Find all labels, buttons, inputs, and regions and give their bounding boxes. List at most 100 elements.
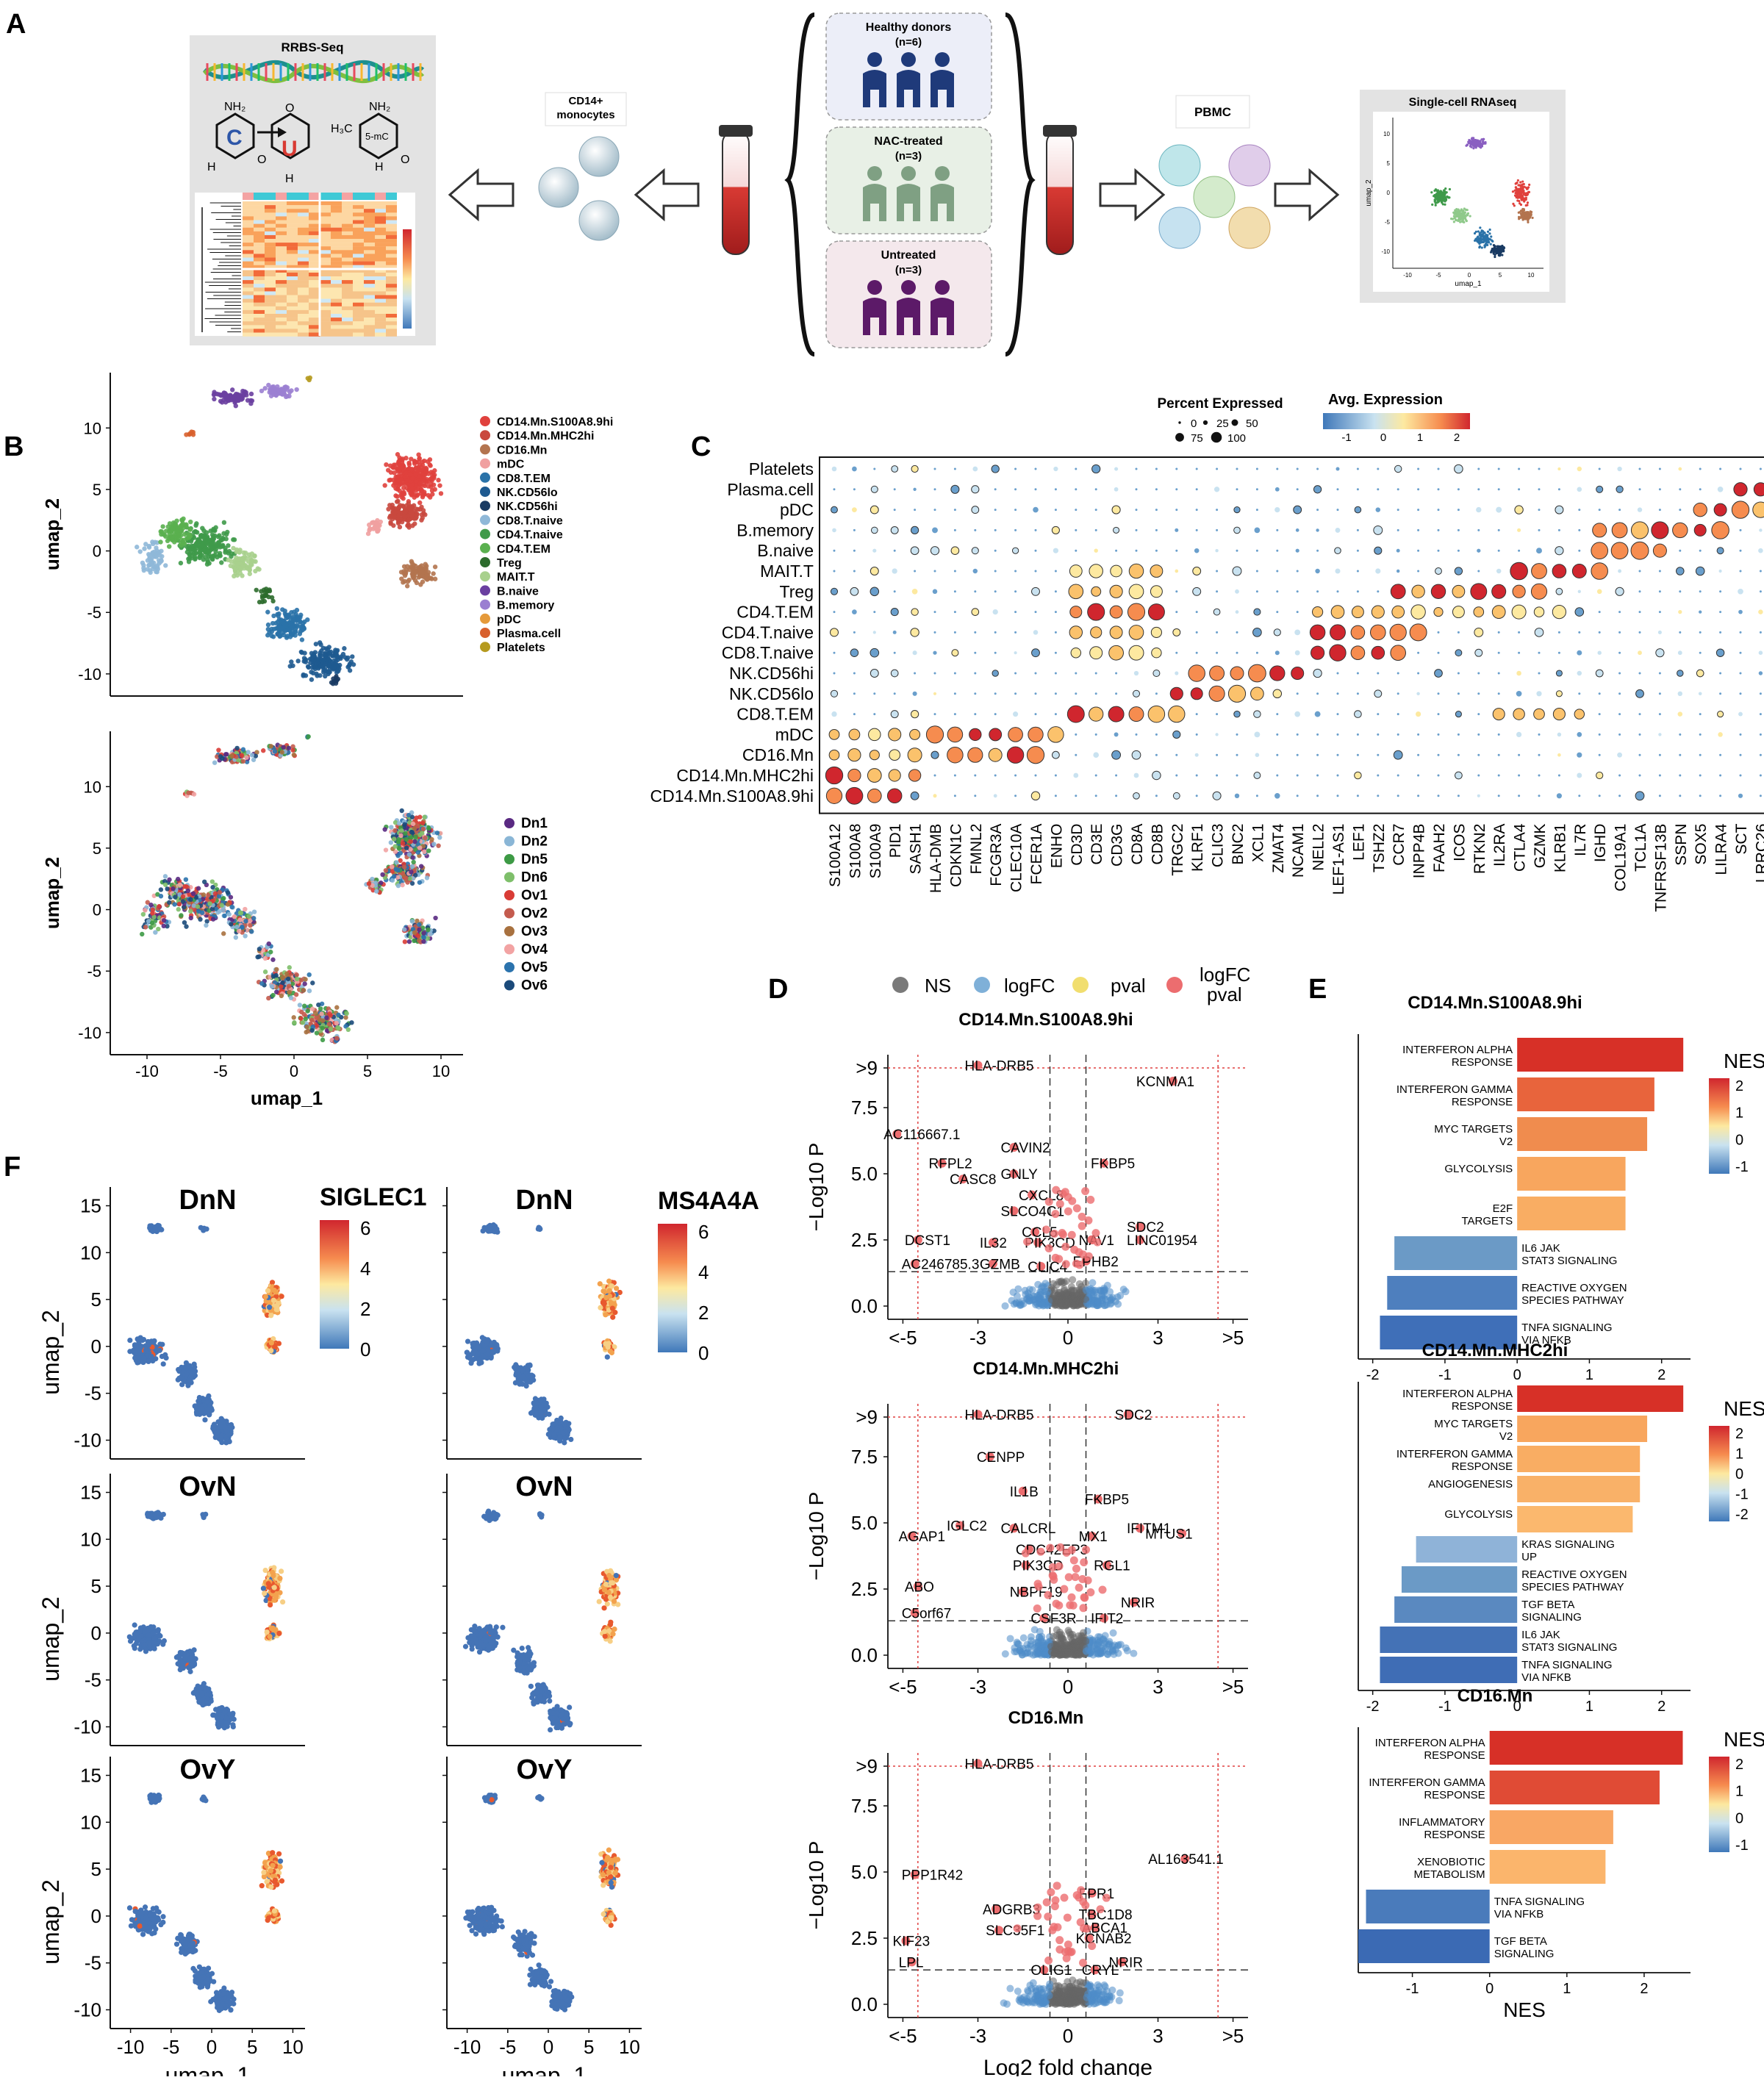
dotplot-dot bbox=[1216, 570, 1218, 573]
dotplot-dot bbox=[1760, 468, 1762, 470]
heatmap-cell bbox=[287, 212, 298, 216]
pbmc-cell-icon bbox=[1159, 145, 1200, 186]
heatmap-cell bbox=[265, 333, 276, 337]
dotplot-dot bbox=[1150, 565, 1163, 578]
umap-point bbox=[207, 901, 212, 905]
dotplot-dot bbox=[1477, 468, 1480, 470]
dotplot-dot bbox=[994, 550, 997, 552]
dotplot-dot bbox=[1714, 503, 1727, 516]
celltype-legend-label: CD4.T.naive bbox=[497, 529, 563, 542]
heatmap-cell bbox=[298, 303, 309, 306]
dotplot-dot bbox=[1417, 509, 1419, 511]
umap-point bbox=[402, 927, 406, 931]
heatmap-cell bbox=[320, 224, 331, 228]
heatmap-cell bbox=[342, 216, 353, 220]
heatmap-cell bbox=[287, 250, 298, 254]
umap-point bbox=[188, 520, 193, 524]
heatmap-cell bbox=[276, 318, 287, 321]
heatmap-cell bbox=[265, 291, 276, 295]
mini-umap-point bbox=[1463, 217, 1466, 219]
mini-umap-point bbox=[1465, 218, 1467, 220]
umap-point bbox=[417, 928, 421, 932]
dotplot-dot bbox=[894, 550, 896, 552]
umap-point bbox=[403, 939, 407, 944]
umap-point bbox=[141, 563, 146, 567]
umap-point bbox=[384, 847, 388, 852]
heatmap-cell bbox=[353, 284, 364, 287]
umap-point bbox=[294, 992, 298, 997]
mini-umap-point bbox=[1518, 200, 1520, 202]
heatmap-cell bbox=[353, 299, 364, 303]
dotplot-dot bbox=[1477, 529, 1480, 531]
dotplot-dot bbox=[934, 488, 936, 490]
umap-point bbox=[246, 914, 251, 919]
umap-point bbox=[420, 821, 425, 825]
heatmap-annotation-cell bbox=[331, 193, 342, 200]
umap-point bbox=[390, 864, 394, 869]
heatmap-cell bbox=[342, 291, 353, 295]
dotplot-dot bbox=[1155, 509, 1158, 511]
umap-point bbox=[404, 875, 408, 880]
heatmap-cell bbox=[287, 287, 298, 291]
heatmap-cell bbox=[342, 209, 353, 212]
heatmap-cell bbox=[386, 280, 397, 284]
umap-point bbox=[436, 478, 440, 482]
dotplot-dot bbox=[1136, 509, 1138, 511]
mini-umap-point bbox=[1494, 256, 1496, 258]
heatmap-cell bbox=[342, 246, 353, 250]
umap-point bbox=[218, 399, 223, 404]
heatmap-cell bbox=[386, 318, 397, 321]
mini-umap-point bbox=[1491, 240, 1493, 242]
person-head bbox=[901, 280, 916, 295]
dotplot-dot bbox=[1374, 547, 1382, 554]
heatmap-cell bbox=[276, 212, 287, 216]
heatmap-cell bbox=[276, 250, 287, 254]
umap-point bbox=[424, 567, 429, 571]
heatmap-cell bbox=[309, 287, 320, 291]
heatmap-cell bbox=[375, 262, 386, 265]
heatmap-cell bbox=[298, 333, 309, 337]
heatmap-cell bbox=[375, 321, 386, 325]
panel-label-b: B bbox=[4, 431, 24, 462]
umap-point bbox=[238, 917, 243, 922]
umap-point bbox=[161, 532, 165, 537]
donor-legend-dot bbox=[504, 908, 514, 919]
dotplot-dot bbox=[1639, 488, 1641, 490]
umap-point bbox=[395, 853, 400, 858]
umap-point bbox=[232, 914, 237, 919]
mini-umap-point bbox=[1499, 254, 1501, 257]
mini-umap-point bbox=[1444, 187, 1446, 190]
dotplot-dot bbox=[1069, 565, 1082, 578]
heatmap-cell bbox=[364, 201, 375, 205]
dotplot-dot bbox=[1653, 544, 1666, 557]
person-head bbox=[935, 280, 950, 295]
dotplot-dot bbox=[1032, 587, 1040, 595]
mini-umap-point bbox=[1527, 191, 1530, 193]
heatmap-cell bbox=[309, 228, 320, 232]
mini-umap-point bbox=[1519, 181, 1521, 183]
dotplot-dot bbox=[1214, 487, 1219, 492]
dotplot-dot bbox=[1014, 590, 1017, 592]
umap-point bbox=[233, 567, 237, 572]
dotplot-dot bbox=[1438, 488, 1440, 490]
mini-umap-point bbox=[1497, 250, 1499, 252]
dotplot-dot bbox=[954, 590, 956, 592]
heatmap-cell bbox=[243, 306, 254, 310]
umap-point bbox=[266, 996, 270, 1000]
umap-point bbox=[424, 469, 429, 473]
dotplot-dot bbox=[1438, 509, 1440, 511]
heatmap-cell bbox=[265, 209, 276, 212]
dotplot-dot bbox=[1732, 501, 1749, 518]
heatmap-cell bbox=[276, 321, 287, 325]
umap-point bbox=[263, 956, 268, 961]
heatmap-cell bbox=[320, 254, 331, 257]
dotplot-dot bbox=[870, 567, 878, 575]
umap-point bbox=[426, 928, 430, 932]
umap-point bbox=[143, 908, 147, 912]
y-tick-label: 5 bbox=[93, 481, 101, 499]
dotplot-dot bbox=[934, 468, 936, 470]
dotplot-dot bbox=[1236, 468, 1238, 470]
